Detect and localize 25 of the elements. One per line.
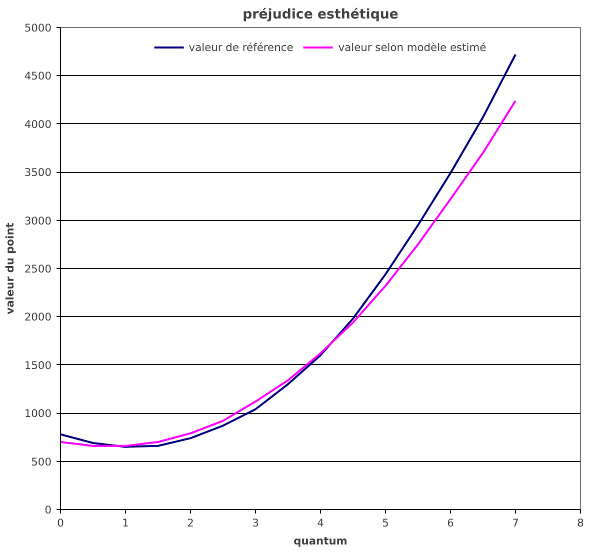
y-tick-label: 1500	[24, 358, 52, 372]
x-tick-label: 1	[122, 516, 129, 530]
y-tick-label: 4000	[24, 118, 52, 131]
y-tick-label: 2500	[24, 262, 52, 276]
x-tick-label: 7	[512, 516, 519, 530]
y-tick-label: 5000	[24, 22, 52, 34]
x-tick-label: 4	[317, 516, 324, 530]
y-tick-label: 3500	[24, 166, 52, 180]
y-tick-label: 3000	[24, 214, 52, 228]
legend-label: valeur selon modèle estimé	[338, 40, 486, 54]
x-tick-label: 8	[577, 516, 584, 530]
y-tick-label: 0	[44, 504, 52, 516]
x-tick-label: 3	[252, 516, 259, 530]
x-tick-label: 5	[382, 516, 389, 530]
chart-title: préjudice esthétique	[242, 8, 398, 22]
y-tick-label: 500	[31, 455, 52, 468]
x-tick-label: 2	[187, 516, 194, 530]
x-axis-title: quantum	[294, 534, 348, 548]
x-tick-label: 6	[447, 516, 454, 530]
y-tick-label: 4500	[24, 70, 52, 83]
y-tick-label: 2000	[24, 310, 52, 324]
y-axis-title: valeur du point	[3, 222, 16, 314]
x-tick-label: 0	[57, 516, 64, 530]
y-tick-label: 1000	[24, 407, 52, 420]
legend-label: valeur de référence	[188, 40, 294, 54]
